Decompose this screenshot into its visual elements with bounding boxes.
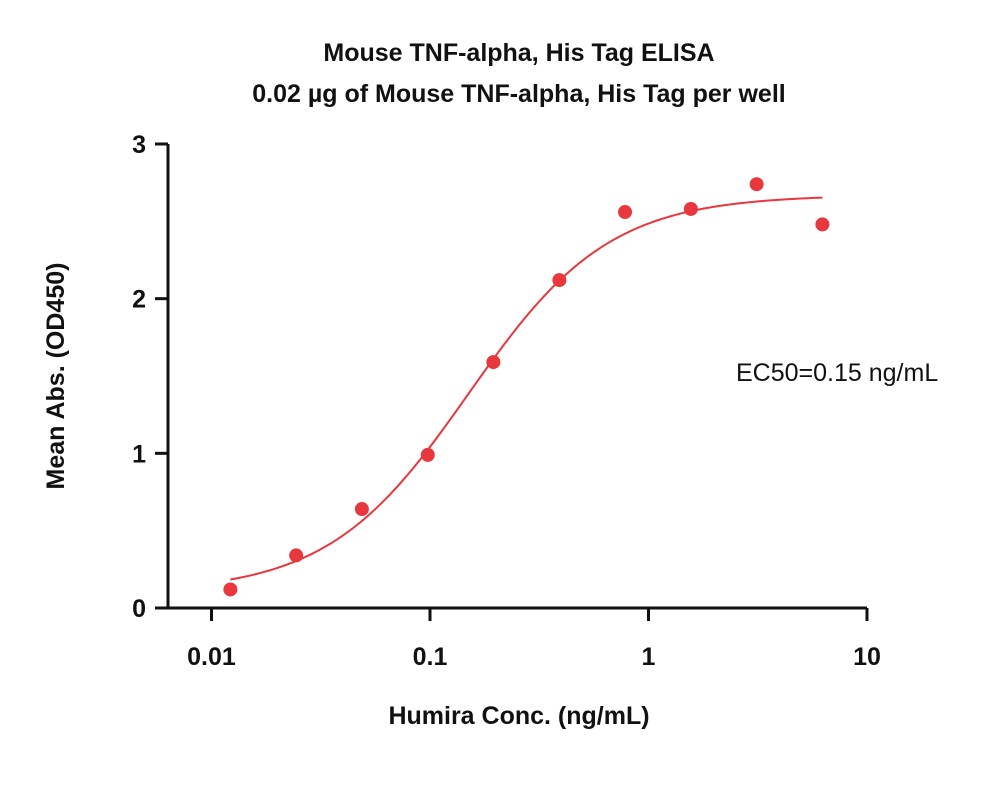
y-tick-label: 0 bbox=[132, 595, 146, 623]
x-tick-label: 10 bbox=[853, 643, 881, 671]
data-point bbox=[420, 447, 435, 462]
x-axis-label: Humira Conc. (ng/mL) bbox=[388, 702, 649, 730]
data-point bbox=[354, 502, 369, 517]
y-tick-label: 3 bbox=[132, 131, 146, 159]
data-points bbox=[223, 177, 830, 597]
data-point bbox=[749, 177, 764, 192]
y-tick-label: 2 bbox=[132, 286, 146, 314]
y-tick-label: 1 bbox=[132, 440, 146, 468]
y-ticks: 0 1 2 3 bbox=[132, 131, 168, 623]
data-point bbox=[815, 217, 830, 232]
y-axis: 0 1 2 3 bbox=[132, 131, 170, 623]
data-point bbox=[552, 273, 567, 288]
x-ticks: 0.01 0.1 1 10 bbox=[187, 608, 881, 671]
y-axis-label: Mean Abs. (OD450) bbox=[42, 263, 70, 490]
x-tick-label: 0.1 bbox=[413, 643, 448, 671]
fit-curve bbox=[230, 196, 823, 581]
data-point bbox=[618, 205, 633, 220]
data-point bbox=[289, 548, 304, 563]
chart-title: Mouse TNF-alpha, His Tag ELISA bbox=[323, 39, 714, 67]
data-point bbox=[223, 582, 238, 597]
chart-subtitle: 0.02 µg of Mouse TNF-alpha, His Tag per … bbox=[252, 80, 785, 108]
x-tick-label: 1 bbox=[642, 643, 656, 671]
data-point bbox=[683, 201, 698, 216]
x-axis: 0.01 0.1 1 10 bbox=[168, 606, 881, 671]
data-point bbox=[486, 355, 501, 370]
x-tick-label: 0.01 bbox=[187, 643, 236, 671]
ec50-annotation: EC50=0.15 ng/mL bbox=[736, 359, 938, 387]
